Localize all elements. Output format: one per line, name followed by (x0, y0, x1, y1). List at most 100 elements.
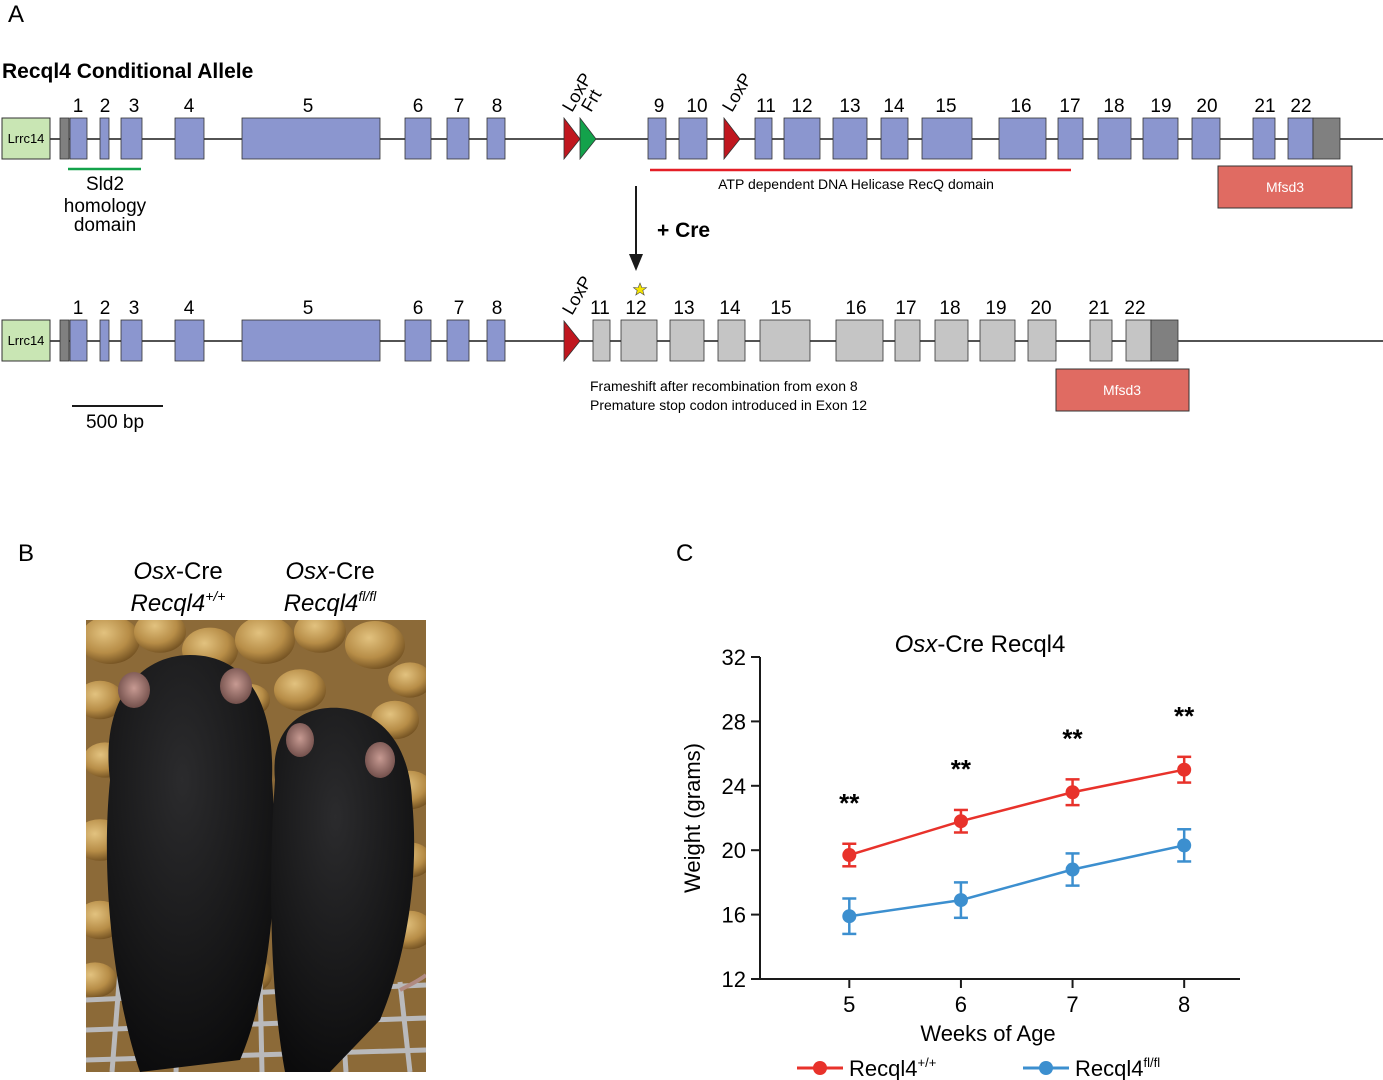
food-pellet (134, 620, 186, 653)
panel-b-label: B (18, 540, 34, 567)
row1-exon-label-10: 10 (686, 96, 707, 117)
row1-exon-16 (998, 117, 1047, 160)
frameshift-note: Frameshift after recombination from exon… (590, 378, 858, 394)
floxed-data-point (1065, 862, 1080, 877)
loxp-site-recombined (563, 319, 581, 363)
row1-exon-5 (241, 117, 381, 160)
chart-title: Osx-Cre Recql4 (895, 631, 1066, 658)
row2-3utr (1150, 319, 1179, 362)
row2-exon-label-8: 8 (492, 298, 503, 319)
row2-exon-19 (979, 319, 1016, 362)
row1-exon-7 (446, 117, 470, 160)
x-tick-label: 5 (843, 992, 855, 1017)
wildtype-series-line (848, 768, 1185, 857)
mutant-genotype-line1: Osx-Cre (285, 558, 374, 585)
row2-exon-label-3: 3 (129, 298, 140, 319)
row1-exon-4 (174, 117, 205, 160)
loxp-site-2 (723, 116, 741, 161)
row1-exon-label-19: 19 (1150, 96, 1171, 117)
row1-exon-21 (1252, 117, 1276, 160)
y-tick-label: 20 (722, 838, 746, 863)
row2-exon-15 (759, 319, 811, 362)
food-pellet (345, 621, 405, 669)
lrrc14-box-row1 (1, 117, 51, 160)
stop-codon-note: Premature stop codon introduced in Exon … (590, 397, 867, 413)
scale-bar-label: 500 bp (86, 412, 144, 433)
row2-exon-label-2: 2 (100, 298, 111, 319)
x-tick-label: 7 (1066, 992, 1078, 1017)
row2-exon-label-19: 19 (985, 298, 1006, 319)
mutant-right-ear (365, 742, 395, 778)
row1-exon-label-22: 22 (1290, 96, 1311, 117)
control-genotype-line1: Osx-Cre (133, 558, 222, 585)
row2-exon-2 (99, 319, 110, 362)
y-tick-label: 32 (722, 645, 746, 670)
row1-exon-label-5: 5 (303, 96, 314, 117)
cre-arrow-head (629, 254, 643, 271)
wildtype-legend-label: Recql4+/+ (849, 1055, 936, 1080)
row1-exons: 1 2 3 4 5 6 7 8 9 10 11 12 13 14 15 16 17 18 19 20 21 22 (59, 96, 1341, 160)
control-right-ear (220, 668, 252, 704)
row2-exon-21 (1089, 319, 1113, 362)
row1-exon-label-21: 21 (1254, 96, 1275, 117)
row2-exon-label-11: 11 (590, 298, 610, 319)
row1-exon-13 (832, 117, 868, 160)
row2-exon-label-16: 16 (845, 298, 866, 319)
row1-exon-label-13: 13 (839, 96, 860, 117)
cre-label: + Cre (657, 219, 710, 242)
row1-exon-2 (99, 117, 110, 160)
row2-exon-13 (669, 319, 705, 362)
row1-exon-label-16: 16 (1010, 96, 1031, 117)
control-genotype-line2: Recql4+/+ (131, 588, 226, 617)
row2-exon-label-18: 18 (939, 298, 960, 319)
row2-exon-5 (241, 319, 381, 362)
mutant-genotype-line2: Recql4fl/fl (284, 588, 377, 617)
mouse-photo (86, 620, 426, 1072)
row2-exon-label-7: 7 (454, 298, 465, 319)
loxp-site-1 (563, 116, 581, 161)
row2-exon-label-21: 21 (1088, 298, 1109, 319)
row1-3utr (1312, 117, 1341, 160)
row2-exon-17 (894, 319, 921, 362)
row1-exon-label-4: 4 (184, 96, 195, 117)
row1-exon-label-7: 7 (454, 96, 465, 117)
row2-exon-20 (1027, 319, 1057, 362)
floxed-data-point (953, 893, 968, 908)
row1-exon-22 (1287, 117, 1314, 160)
x-tick-label: 8 (1178, 992, 1190, 1017)
y-tick-label: 12 (722, 967, 746, 992)
sld2-label-line2: homology (64, 196, 147, 217)
y-tick-label: 28 (722, 709, 746, 734)
wildtype-legend-marker (813, 1061, 827, 1075)
chart-legend: Recql4+/+ Recql4fl/fl (797, 1055, 1160, 1080)
row2-exon-label-1: 1 (73, 298, 84, 319)
row1-exon-label-18: 18 (1103, 96, 1124, 117)
control-left-ear (118, 672, 150, 708)
floxed-legend-marker (1039, 1061, 1053, 1075)
row1-exon-1 (69, 117, 88, 160)
sld2-label-line3: domain (74, 215, 136, 236)
row1-exon-label-8: 8 (492, 96, 503, 117)
row1-exon-18 (1097, 117, 1132, 160)
row2-exon-label-12: 12 (625, 298, 646, 319)
food-pellet (274, 669, 326, 711)
row1-exon-15 (921, 117, 973, 160)
lrrc14-label-row2: Lrrc14 (8, 333, 45, 348)
row1-exon-8 (486, 117, 506, 160)
mutant-left-ear (286, 723, 314, 757)
row2-exon-label-15: 15 (770, 298, 791, 319)
row1-exon-9 (647, 117, 667, 160)
significance-mark: ** (1174, 701, 1195, 731)
row1-exon-label-6: 6 (413, 96, 424, 117)
floxed-data-point (842, 909, 857, 924)
food-pellet (294, 620, 346, 653)
row1-exon-6 (404, 117, 432, 160)
row2-exon-label-22: 22 (1124, 298, 1145, 319)
y-tick-label: 24 (722, 774, 746, 799)
mfsd3-box-row1 (1217, 165, 1353, 209)
food-pellet (86, 680, 124, 720)
row1-exon-label-14: 14 (883, 96, 905, 117)
row2-5utr (59, 319, 70, 362)
row1-exon-label-20: 20 (1196, 96, 1217, 117)
